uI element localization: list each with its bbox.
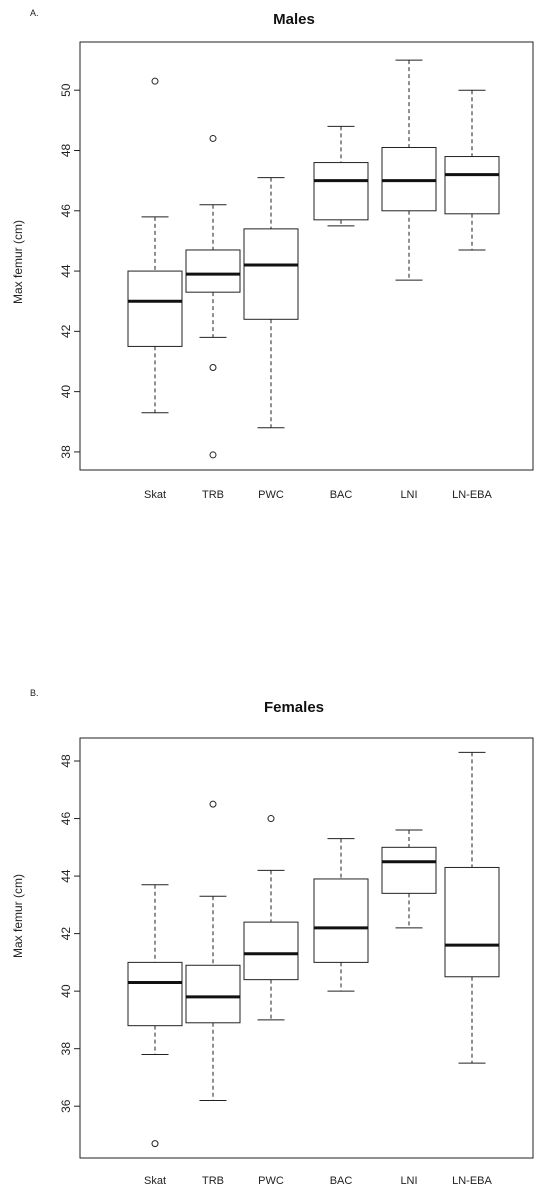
x-tick-label: PWC [258, 489, 284, 501]
plot-area: 38 40 42 44 46 48 50 Skat TRB PWC BAC LNI LN-EBA [59, 41, 534, 501]
plot-area: 36 38 40 42 44 46 48 Skat TRB PWC BAC LNI LN-EBA [59, 737, 534, 1187]
males-boxplot: A. Males Max femur (cm) 38 40 42 44 46 48 50 Sk… [11, 8, 534, 501]
iqr-box [243, 228, 299, 320]
x-tick-label: BAC [330, 489, 353, 501]
chart-panel-females: B. Females Max femur (cm) 36 38 40 42 44 46 48… [0, 680, 538, 1192]
y-tick-label: 46 [59, 812, 73, 826]
iqr-box [444, 866, 500, 978]
y-tick-label: 38 [59, 1042, 73, 1056]
chart-title: Males [273, 11, 315, 28]
x-tick-label: BAC [330, 1175, 353, 1187]
iqr-box [127, 961, 183, 1027]
chart-title: Females [264, 699, 324, 716]
y-axis-label: Max femur (cm) [11, 220, 25, 304]
outlier-point [209, 134, 217, 142]
y-tick-label: 40 [59, 385, 73, 399]
y-tick-label: 44 [59, 264, 73, 278]
iqr-box [185, 249, 241, 293]
iqr-box [313, 162, 369, 221]
x-tick-label: Skat [144, 1175, 166, 1187]
y-tick-label: 46 [59, 204, 73, 218]
x-tick-label: LN-EBA [452, 489, 492, 501]
y-tick-label: 50 [59, 83, 73, 97]
y-tick-label: 38 [59, 445, 73, 459]
outlier-point [209, 451, 217, 459]
x-tick-label: PWC [258, 1175, 284, 1187]
y-axis-label: Max femur (cm) [11, 874, 25, 958]
iqr-box [243, 921, 299, 981]
iqr-box [313, 878, 369, 963]
x-tick-label: LN-EBA [452, 1175, 492, 1187]
x-tick-label: Skat [144, 489, 166, 501]
y-tick-label: 48 [59, 754, 73, 768]
outlier-point [151, 1140, 159, 1148]
x-tick-label: LNI [400, 489, 417, 501]
iqr-box [127, 270, 183, 347]
y-tick-label: 42 [59, 927, 73, 941]
y-tick-label: 48 [59, 144, 73, 158]
y-tick-label: 42 [59, 324, 73, 338]
x-tick-label: TRB [202, 489, 224, 501]
iqr-box [444, 156, 500, 215]
outlier-point [209, 364, 217, 372]
y-tick-label: 40 [59, 984, 73, 998]
x-tick-label: LNI [400, 1175, 417, 1187]
y-tick-label: 36 [59, 1099, 73, 1113]
chart-panel-males: A. Males Max femur (cm) 38 40 42 44 46 48 50 Sk… [0, 0, 538, 520]
panel-label: A. [30, 8, 39, 18]
outlier-point [267, 815, 275, 823]
plot-frame [79, 737, 534, 1159]
females-boxplot: B. Females Max femur (cm) 36 38 40 42 44 46 48… [11, 688, 534, 1187]
y-tick-label: 44 [59, 869, 73, 883]
panel-label: B. [30, 688, 39, 698]
x-tick-label: TRB [202, 1175, 224, 1187]
plot-frame [79, 41, 534, 471]
outlier-point [151, 77, 159, 85]
outlier-point [209, 800, 217, 808]
iqr-box [185, 964, 241, 1024]
iqr-box [381, 146, 437, 212]
iqr-box [381, 846, 437, 894]
